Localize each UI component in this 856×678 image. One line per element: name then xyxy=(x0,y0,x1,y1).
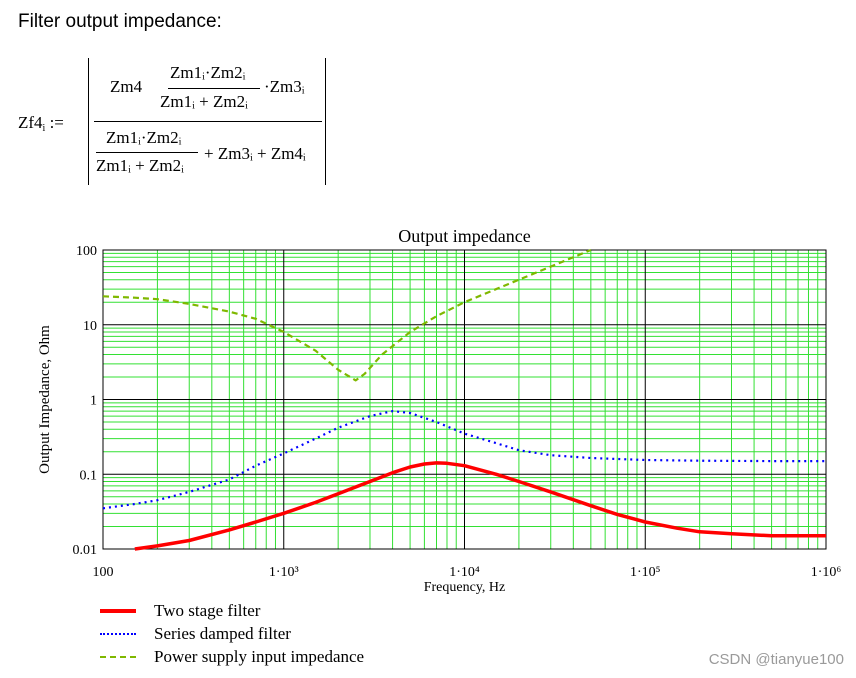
den-frac-top: Zm1ᵢ·Zm2ᵢ xyxy=(106,128,182,147)
num-frac-rule xyxy=(168,88,260,89)
legend-item: Series damped filter xyxy=(100,622,364,645)
legend-swatch xyxy=(100,608,136,613)
den-frac-bottom: Zm1ᵢ + Zm2ᵢ xyxy=(96,156,184,175)
series-line-1 xyxy=(102,410,826,510)
legend-label: Two stage filter xyxy=(154,600,261,620)
x-tick-label: 1·10³ xyxy=(269,565,299,580)
series-line-2 xyxy=(102,248,592,382)
y-tick-label: 10 xyxy=(83,319,97,334)
x-tick-label: 1·10⁶ xyxy=(811,565,842,580)
watermark: CSDN @tianyue100 xyxy=(708,651,844,668)
x-axis-label: Frequency, Hz xyxy=(424,580,506,595)
num-left: Zm4 xyxy=(110,77,143,96)
legend-label: Power supply input impedance xyxy=(154,646,365,666)
y-tick-label: 0.01 xyxy=(73,543,98,558)
den-right: + Zm3ᵢ + Zm4ᵢ xyxy=(204,144,306,163)
chart-title: Output impedance xyxy=(398,226,530,246)
main-fraction-rule xyxy=(94,121,322,122)
formula-assign: := xyxy=(49,113,64,132)
den-frac-rule xyxy=(96,152,198,153)
num-frac-top: Zm1ᵢ·Zm2ᵢ xyxy=(170,63,246,82)
formula-abs-bar-left xyxy=(88,58,89,185)
legend-item: Power supply input impedance xyxy=(100,645,364,668)
num-frac-bottom: Zm1ᵢ + Zm2ᵢ xyxy=(160,92,248,111)
legend-item: Two stage filter xyxy=(100,599,364,622)
chart-legend: Two stage filter Series damped filter Powe… xyxy=(100,599,364,668)
x-tick-label: 100 xyxy=(93,565,114,580)
y-tick-label: 1 xyxy=(90,394,97,409)
plot-frame xyxy=(102,249,827,550)
legend-label: Series damped filter xyxy=(154,623,291,643)
formula-abs-bar-right xyxy=(325,58,326,185)
legend-swatch xyxy=(100,632,136,635)
y-tick-label: 100 xyxy=(76,244,97,259)
x-tick-label: 1·10⁴ xyxy=(449,565,480,580)
series-line-0 xyxy=(134,461,826,551)
legend-swatch xyxy=(100,655,136,658)
formula-lhs-sub: i xyxy=(42,123,46,134)
formula-lhs: Zf4i := xyxy=(18,113,64,134)
num-right: ·Zm3ᵢ xyxy=(264,77,305,96)
x-tick-label: 1·10⁵ xyxy=(630,565,661,580)
page-heading: Filter output impedance: xyxy=(18,11,222,32)
y-tick-label: 0.1 xyxy=(80,468,98,483)
formula-lhs-var: Zf4 xyxy=(18,113,43,132)
y-axis-label: Output Impedance, Ohm xyxy=(37,325,53,474)
